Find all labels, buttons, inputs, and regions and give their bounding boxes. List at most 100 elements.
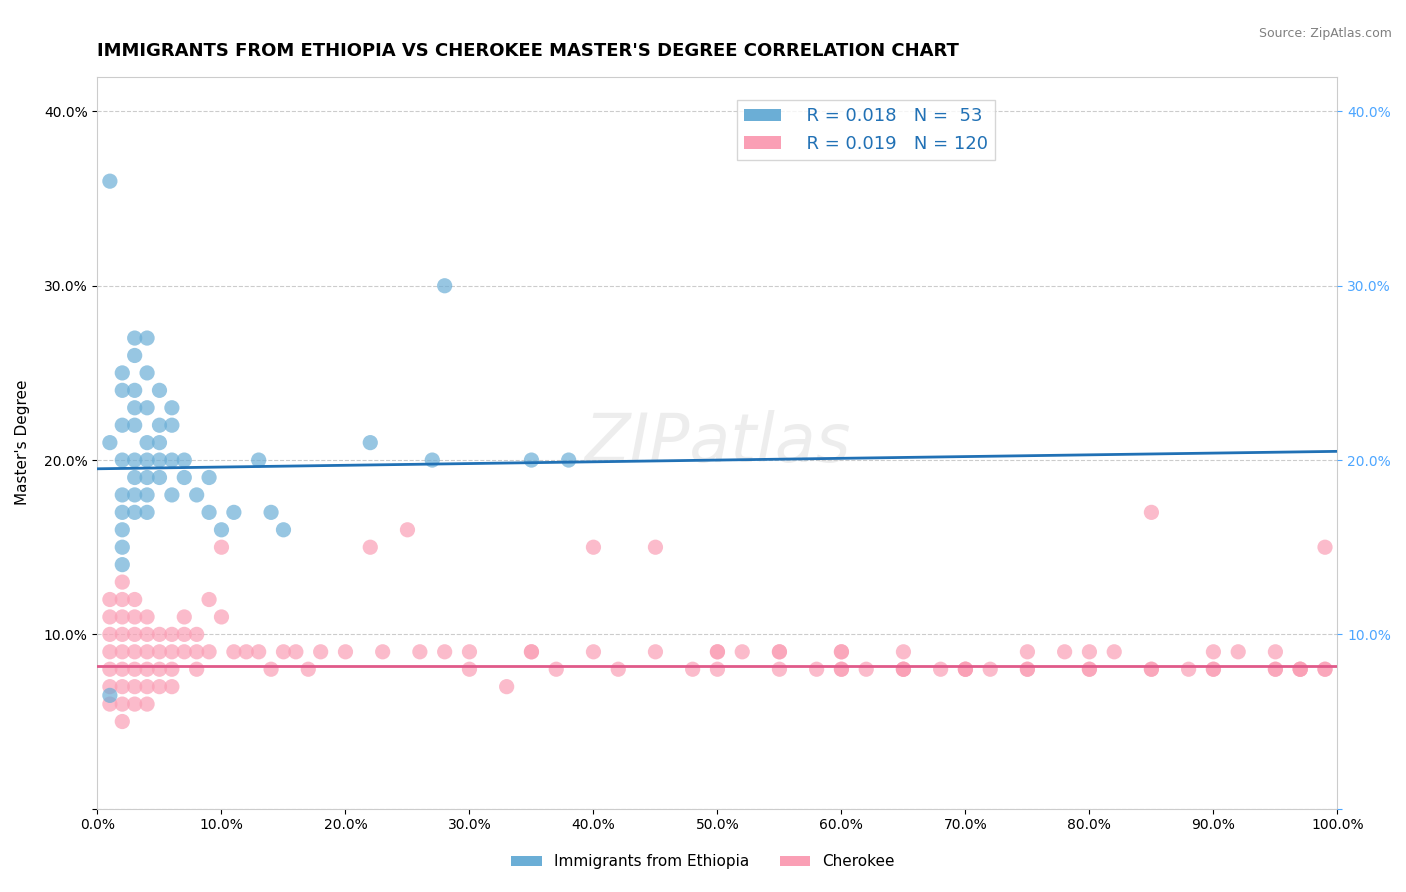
Point <box>136 610 159 624</box>
Point <box>148 470 170 484</box>
Point <box>111 540 134 554</box>
Point <box>458 645 481 659</box>
Point <box>806 662 828 676</box>
Legend: Immigrants from Ethiopia, Cherokee: Immigrants from Ethiopia, Cherokee <box>505 848 901 875</box>
Point <box>495 680 517 694</box>
Point <box>546 662 568 676</box>
Point <box>124 349 146 363</box>
Point <box>1264 645 1286 659</box>
Point <box>160 418 183 433</box>
Point <box>148 453 170 467</box>
Point <box>198 645 221 659</box>
Point <box>173 627 195 641</box>
Point <box>111 384 134 398</box>
Point <box>371 645 394 659</box>
Point <box>148 680 170 694</box>
Point <box>136 401 159 415</box>
Point <box>124 680 146 694</box>
Point <box>1202 645 1225 659</box>
Point <box>644 645 666 659</box>
Point <box>160 488 183 502</box>
Point <box>124 401 146 415</box>
Point <box>309 645 332 659</box>
Point <box>136 505 159 519</box>
Point <box>520 453 543 467</box>
Point <box>148 662 170 676</box>
Point <box>830 645 852 659</box>
Point <box>124 697 146 711</box>
Point <box>979 662 1001 676</box>
Point <box>111 680 134 694</box>
Point <box>148 418 170 433</box>
Text: Source: ZipAtlas.com: Source: ZipAtlas.com <box>1258 27 1392 40</box>
Point <box>111 592 134 607</box>
Point <box>186 627 208 641</box>
Point <box>955 662 977 676</box>
Point <box>124 662 146 676</box>
Text: ZIPatlas: ZIPatlas <box>585 409 851 475</box>
Point <box>1313 540 1336 554</box>
Point <box>160 401 183 415</box>
Point <box>1017 645 1039 659</box>
Point <box>582 645 605 659</box>
Point <box>830 662 852 676</box>
Point <box>1227 645 1250 659</box>
Point <box>98 435 121 450</box>
Point <box>136 697 159 711</box>
Point <box>160 680 183 694</box>
Point <box>830 645 852 659</box>
Point <box>1202 662 1225 676</box>
Point <box>136 366 159 380</box>
Point <box>682 662 704 676</box>
Point <box>335 645 357 659</box>
Point <box>136 435 159 450</box>
Point <box>186 662 208 676</box>
Point <box>98 697 121 711</box>
Point <box>706 662 728 676</box>
Point <box>124 384 146 398</box>
Point <box>1140 505 1163 519</box>
Point <box>955 662 977 676</box>
Point <box>1289 662 1312 676</box>
Legend:   R = 0.018   N =  53,   R = 0.019   N = 120: R = 0.018 N = 53, R = 0.019 N = 120 <box>737 100 995 160</box>
Point <box>111 558 134 572</box>
Point <box>124 505 146 519</box>
Point <box>557 453 579 467</box>
Point <box>160 645 183 659</box>
Point <box>136 488 159 502</box>
Point <box>260 662 283 676</box>
Point <box>160 453 183 467</box>
Point <box>893 662 915 676</box>
Point <box>148 384 170 398</box>
Point <box>173 470 195 484</box>
Point <box>768 662 790 676</box>
Text: IMMIGRANTS FROM ETHIOPIA VS CHEROKEE MASTER'S DEGREE CORRELATION CHART: IMMIGRANTS FROM ETHIOPIA VS CHEROKEE MAS… <box>97 42 959 60</box>
Point <box>706 645 728 659</box>
Point <box>111 366 134 380</box>
Point <box>1289 662 1312 676</box>
Point <box>1078 645 1101 659</box>
Point <box>111 697 134 711</box>
Point <box>98 610 121 624</box>
Point <box>359 540 381 554</box>
Point <box>1078 662 1101 676</box>
Point <box>1313 662 1336 676</box>
Point <box>111 453 134 467</box>
Point <box>273 523 295 537</box>
Point <box>124 627 146 641</box>
Point <box>124 610 146 624</box>
Point <box>1017 662 1039 676</box>
Point <box>98 645 121 659</box>
Point <box>260 505 283 519</box>
Point <box>893 662 915 676</box>
Point <box>173 453 195 467</box>
Point <box>136 645 159 659</box>
Point <box>148 627 170 641</box>
Point <box>706 645 728 659</box>
Point <box>160 627 183 641</box>
Point <box>173 610 195 624</box>
Point <box>247 453 270 467</box>
Point <box>111 505 134 519</box>
Point <box>98 680 121 694</box>
Point <box>1202 662 1225 676</box>
